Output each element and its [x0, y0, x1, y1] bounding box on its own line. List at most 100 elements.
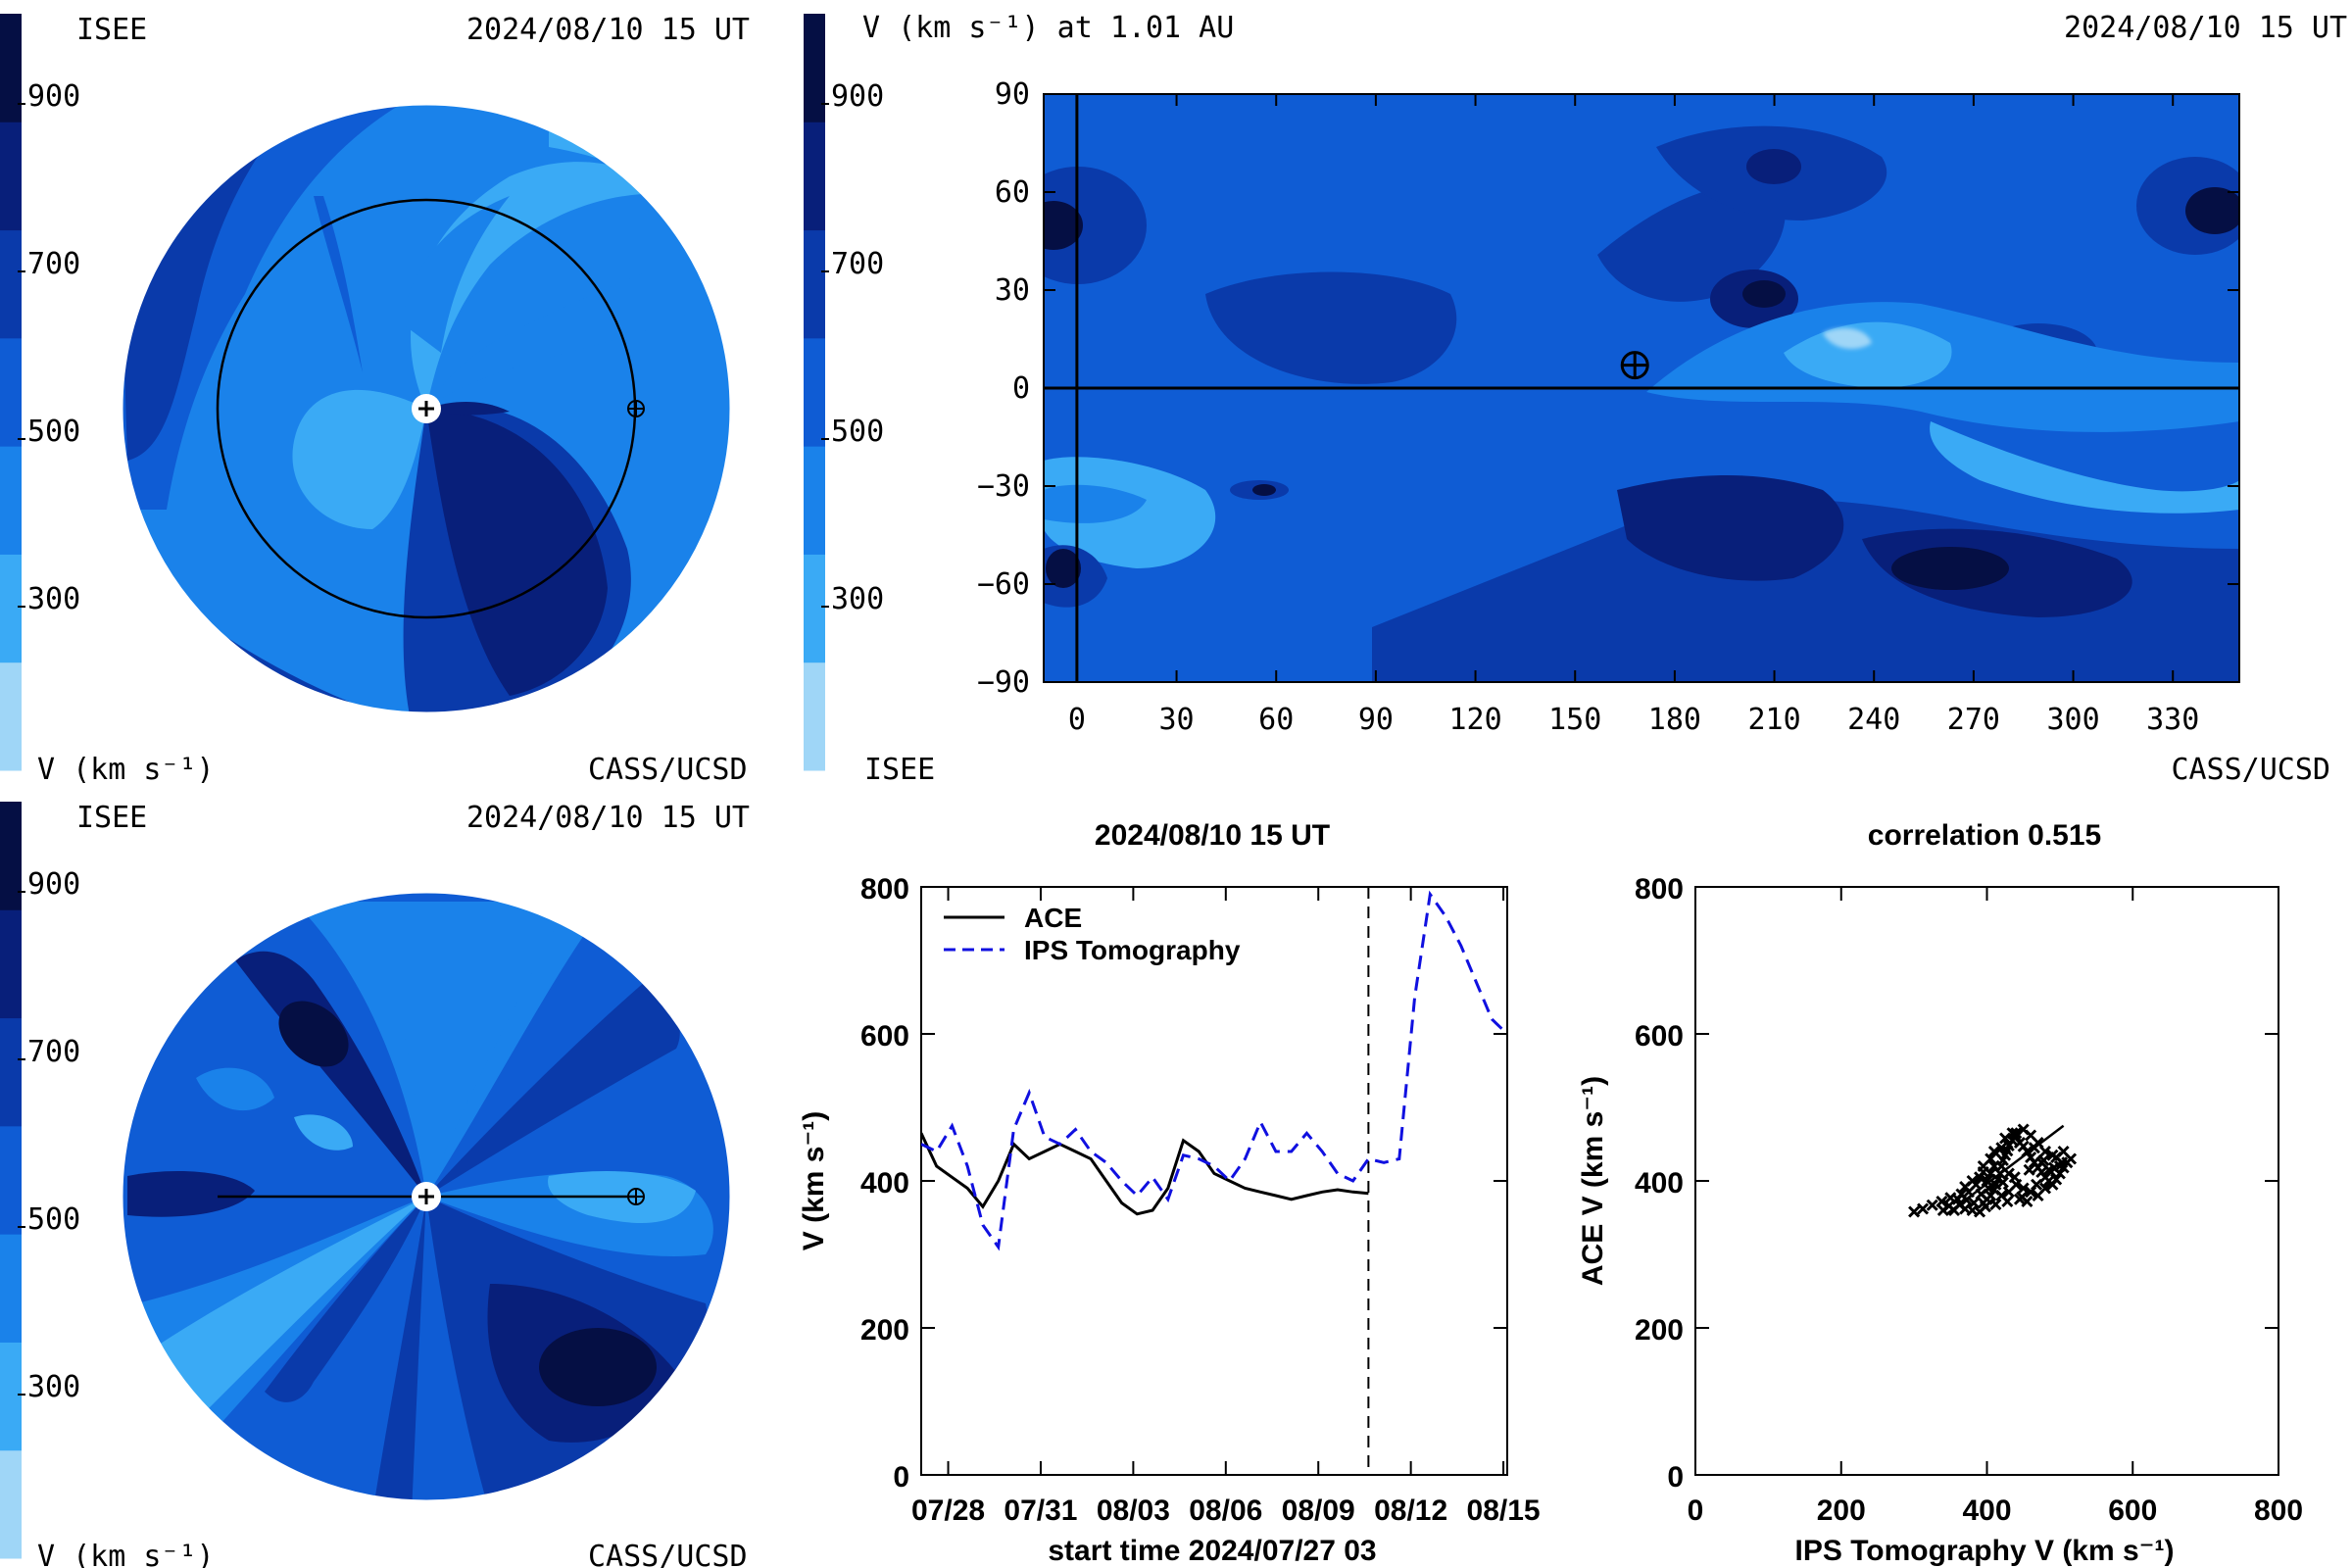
meridional-view-edge [122, 892, 731, 1501]
ts-y-tick-label: 400 [860, 1167, 909, 1200]
colorbar-band [804, 229, 825, 339]
sc-y-tick-label: 800 [1635, 873, 1684, 906]
colorbar-band [0, 229, 22, 339]
ts-y-tick-label: 200 [860, 1314, 909, 1347]
top-right-colorbar: 900 700 500 300 [804, 14, 884, 771]
colorbar-tick-label: 900 [27, 79, 80, 114]
colorbar-tick-label: 700 [831, 247, 884, 281]
synoptic-map-earth-marker [1620, 351, 1649, 380]
top-left-colorbar: 900 700 500 300 [0, 14, 80, 771]
sc-y-tick-label: 400 [1635, 1167, 1684, 1200]
scatter-point [2016, 1191, 2029, 1203]
colorbar-band [0, 1234, 22, 1343]
map-x-tick-label: 150 [1548, 703, 1601, 737]
scatter-point [2038, 1145, 2052, 1158]
scatter-point [2057, 1145, 2070, 1158]
colorbar-tick-label: 300 [27, 582, 80, 616]
scatter-point [1989, 1198, 2002, 1211]
bottom-left-colorbar: 900 700 500 300 [0, 802, 80, 1559]
synoptic-map-axes: 0 30 60 90 120 150 180 210 240 270 300 3309060300−3… [977, 77, 2239, 737]
ts-x-tick-label: 08/03 [1097, 1494, 1170, 1527]
scatter-panel: correlation 0.515 0 200 400 600 800 0 200 400 60… [1577, 819, 2303, 1567]
ts-x-tick-label: 08/15 [1467, 1494, 1541, 1527]
colorbar-band [0, 446, 22, 555]
map-x-tick-label: 60 [1258, 703, 1294, 737]
timeseries-title: 2024/08/10 15 UT [1095, 819, 1330, 852]
colorbar-band [0, 802, 22, 910]
map-y-tick-label: 0 [1012, 371, 1030, 406]
map-x-tick-label: 90 [1358, 703, 1394, 737]
scatter-point [2008, 1171, 2021, 1184]
colorbar-band [0, 662, 22, 771]
colorbar-band [0, 1342, 22, 1451]
timeseries-legend: ACE IPS Tomography [944, 903, 1241, 965]
scatter-point [2023, 1163, 2035, 1176]
map-x-tick-label: 0 [1068, 703, 1086, 737]
colorbar-tick-label: 500 [27, 1202, 80, 1237]
scatter-point [1953, 1198, 1966, 1211]
scatter-ylabel: ACE V (km s⁻¹) [1577, 1076, 1609, 1286]
scatter-point [1926, 1199, 1938, 1211]
colorbar-band [804, 337, 825, 447]
earth-marker-meridional [627, 1188, 645, 1205]
colorbar-band [0, 1449, 22, 1559]
top-left-isee-label: ISEE [76, 13, 147, 47]
scatter-point [1979, 1200, 1992, 1213]
sc-x-tick-label: 200 [1817, 1494, 1866, 1527]
map-x-tick-label: 30 [1158, 703, 1194, 737]
ts-x-tick-label: 08/12 [1374, 1494, 1447, 1527]
colorbar-band [804, 122, 825, 231]
map-x-tick-label: 270 [1947, 703, 2000, 737]
colorbar-tick-label: 700 [27, 247, 80, 281]
map-x-tick-label: 180 [1648, 703, 1701, 737]
sc-x-tick-label: 0 [1688, 1494, 1704, 1527]
colorbar-band [0, 14, 22, 122]
scatter-point [2050, 1173, 2063, 1186]
map-y-tick-label: −90 [977, 665, 1030, 700]
ts-x-tick-label: 08/09 [1282, 1494, 1355, 1527]
scatter-point [1966, 1174, 1979, 1188]
colorbar-band [0, 909, 22, 1019]
scatter-points [1908, 1123, 2078, 1218]
timeseries-frame [920, 886, 1508, 1476]
top-right-credit: CASS/UCSD [2171, 753, 2330, 787]
timeseries-xlabel: start time 2024/07/27 03 [1048, 1535, 1376, 1567]
colorbar-tick-label: 300 [831, 582, 884, 616]
timeseries-axes: 07/28 07/31 08/03 08/06 08/09 08/12 08/15 0 200 4… [860, 873, 1541, 1527]
ts-y-tick-label: 800 [860, 873, 909, 906]
map-x-tick-label: 240 [1847, 703, 1900, 737]
scatter-point [1977, 1159, 1989, 1173]
colorbar-band [804, 662, 825, 771]
top-right-isee-label: ISEE [864, 753, 935, 787]
scatter-point [2010, 1127, 2023, 1140]
colorbar-tick-label: 900 [27, 867, 80, 902]
colorbar-band [804, 14, 825, 122]
earth-symbol-cross [1622, 352, 1648, 378]
scatter-point [1982, 1182, 1995, 1195]
scatter-point [1987, 1159, 2001, 1173]
timeseries-panel: 2024/08/10 15 UT 07/28 07/31 08/03 08/06 08/… [798, 819, 1541, 1567]
scatter-point [1987, 1145, 2001, 1158]
map-y-tick-label: 30 [995, 273, 1030, 308]
scatter-point [2056, 1156, 2069, 1169]
colorbar-band [0, 1125, 22, 1235]
top-left-credit: CASS/UCSD [588, 753, 748, 787]
map-y-tick-label: 90 [995, 77, 1030, 112]
sun-marker-meridional [412, 1182, 441, 1211]
sc-x-tick-label: 600 [2108, 1494, 2157, 1527]
colorbar-tick-label: 900 [831, 79, 884, 114]
scatter-point [1916, 1202, 1930, 1215]
top-right-datetime: 2024/08/10 15 UT [2064, 11, 2347, 45]
ts-x-tick-label: 07/28 [911, 1494, 985, 1527]
colorbar-tick-label: 300 [27, 1370, 80, 1404]
map-y-tick-label: −30 [977, 469, 1030, 504]
scatter-point [2047, 1161, 2060, 1174]
top-left-unit-label: V (km s⁻¹) [37, 753, 215, 787]
scatter-point [1908, 1205, 1921, 1218]
colorbar-band [804, 446, 825, 555]
timeseries-ylabel: V (km s⁻¹) [798, 1111, 830, 1251]
sc-x-tick-label: 400 [1962, 1494, 2011, 1527]
map-x-tick-label: 300 [2046, 703, 2099, 737]
